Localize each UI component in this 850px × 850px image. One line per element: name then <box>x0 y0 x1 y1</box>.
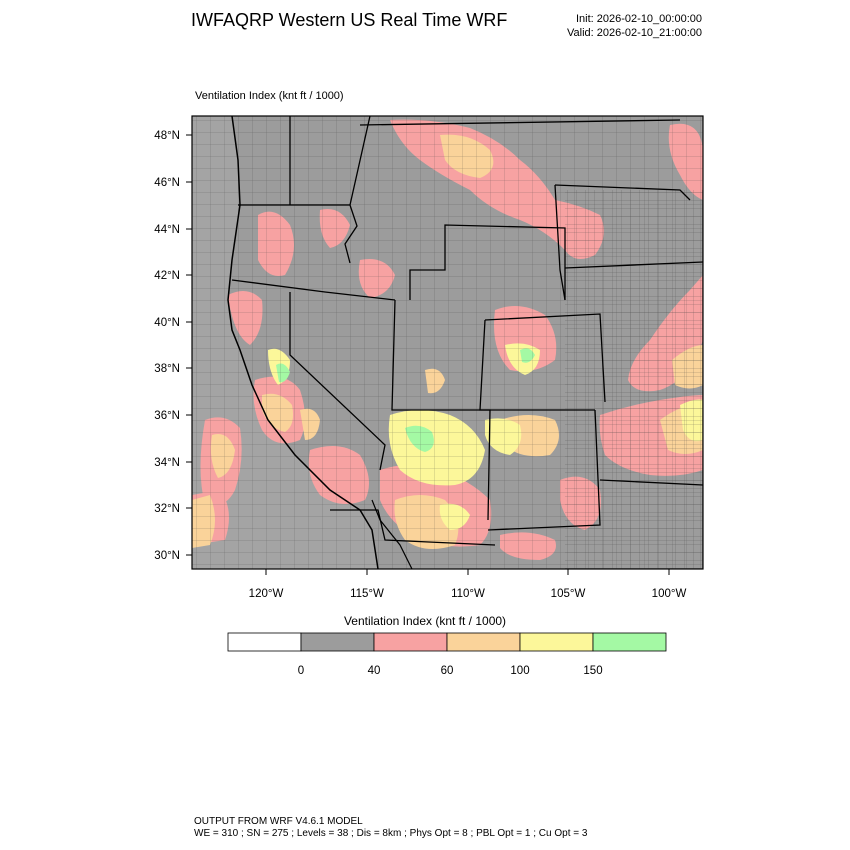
colorbar-bin <box>519 632 594 652</box>
map-plot-area <box>192 116 703 569</box>
lat-labels: 48°N 46°N 44°N 42°N 40°N 38°N 36°N 34°N … <box>154 130 180 562</box>
colorbar-bin <box>227 632 302 652</box>
lon-label: 115°W <box>350 588 384 600</box>
colorbar-tick-label: 60 <box>441 665 454 677</box>
lon-label: 120°W <box>249 588 284 600</box>
county-lines-east <box>565 190 703 569</box>
colorbar-tick-label: 150 <box>583 665 602 677</box>
page-title: IWFAQRP Western US Real Time WRF <box>191 10 508 30</box>
colorbar-bin <box>373 632 448 652</box>
field-label: Ventilation Index (knt ft / 1000) <box>195 90 344 102</box>
lat-label: 40°N <box>154 317 180 329</box>
colorbar-bin <box>300 632 375 652</box>
init-time: Init: 2026-02-10_00:00:00 <box>576 13 702 25</box>
lat-label: 36°N <box>154 410 180 422</box>
map-frame <box>191 115 704 570</box>
lat-label: 34°N <box>154 457 180 469</box>
lat-label: 48°N <box>154 130 180 142</box>
colorbar-tick-labels: 0 40 60 100 150 <box>298 665 603 677</box>
footer-model: OUTPUT FROM WRF V4.6.1 MODEL <box>194 816 363 827</box>
lat-label: 46°N <box>154 177 180 189</box>
colorbar-bin <box>446 632 521 652</box>
footer-params: WE = 310 ; SN = 275 ; Levels = 38 ; Dis … <box>194 828 588 839</box>
colorbar-bin <box>592 632 667 652</box>
lon-label: 105°W <box>551 588 586 600</box>
lat-label: 44°N <box>154 224 180 236</box>
gulf-of-california-coast <box>371 499 413 569</box>
pacific-coastline <box>227 116 379 569</box>
lat-label: 32°N <box>154 503 180 515</box>
lon-label: 100°W <box>652 588 687 600</box>
lat-label: 42°N <box>154 270 180 282</box>
lat-label: 30°N <box>154 550 180 562</box>
lat-label: 38°N <box>154 363 180 375</box>
state-boundaries <box>231 116 703 546</box>
colorbar-tick-label: 100 <box>510 665 529 677</box>
colorbar-tick-label: 0 <box>298 665 304 677</box>
lon-label: 110°W <box>451 588 485 600</box>
lon-ticks <box>265 569 670 575</box>
colorbar <box>227 632 667 652</box>
colorbar-tick-label: 40 <box>368 665 381 677</box>
lon-labels: 120°W 115°W 110°W 105°W 100°W <box>249 588 687 600</box>
colorbar-title: Ventilation Index (knt ft / 1000) <box>343 614 507 628</box>
valid-time: Valid: 2026-02-10_21:00:00 <box>567 27 702 39</box>
lat-ticks <box>186 134 192 556</box>
